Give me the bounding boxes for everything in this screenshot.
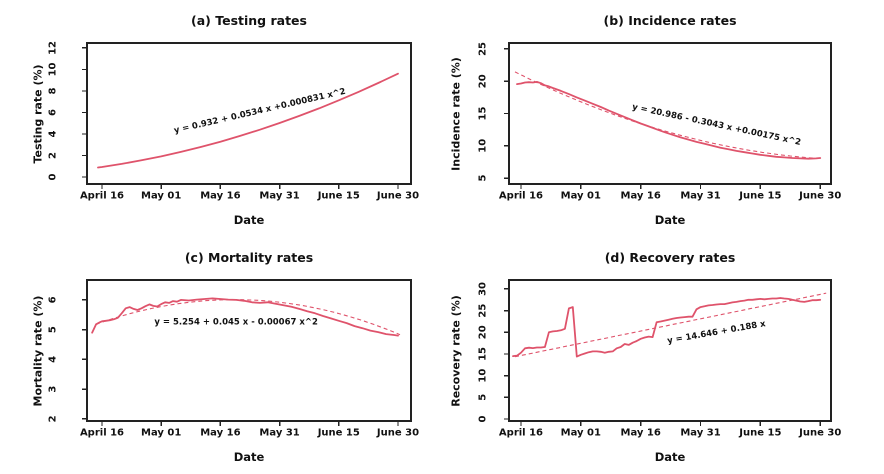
x-tick-label: June 15 [317, 428, 360, 439]
equation-label: y = 20.986 - 0.3043 x +0.00175 x^2 [631, 102, 802, 148]
y-tick-label: 12 [48, 41, 59, 55]
y-tick-label: 4 [48, 356, 59, 363]
y-tick-label: 15 [478, 107, 489, 121]
x-tick-label: April 16 [80, 191, 124, 202]
equation-label: y = 5.254 + 0.045 x - 0.00067 x^2 [154, 318, 318, 328]
fit-line [95, 299, 401, 336]
y-tick-label: 6 [48, 296, 59, 303]
y-tick-label: 6 [48, 109, 59, 116]
y-tick-label: 5 [478, 394, 489, 401]
x-axis-label: Date [233, 450, 265, 464]
observed-curve [516, 81, 822, 160]
x-tick-label: June 30 [376, 191, 419, 202]
x-tick-label: May 31 [680, 428, 720, 439]
x-tick-label: April 16 [499, 191, 543, 202]
observed-curve [97, 72, 399, 169]
panel-mortality-rates: (c) Mortality rates Mortality rate (%) D… [0, 237, 442, 474]
x-tick-label: June 15 [738, 428, 781, 439]
y-tick-label: 2 [48, 415, 59, 422]
x-tick-label: April 16 [499, 428, 543, 439]
y-tick-label: 10 [478, 139, 489, 153]
panel-recovery-rates: (d) Recovery rates Recovery rate (%) Dat… [442, 237, 884, 474]
y-tick-label: 0 [478, 415, 489, 422]
fit-line [514, 71, 819, 160]
panel-title: (b) Incidence rates [603, 13, 737, 28]
y-tick-label: 5 [478, 175, 489, 182]
x-tick-label: June 30 [798, 428, 841, 439]
plot-canvas-incidence: April 16 May 01 May 16 May 31 June 15 June 30… [478, 42, 842, 202]
panel-title: (c) Mortality rates [184, 250, 314, 265]
observed-curve [91, 297, 399, 337]
x-tick-label: May 16 [200, 428, 240, 439]
plot-canvas-mortality: April 16 May 01 May 16 May 31 June 15 June 30… [48, 279, 419, 439]
y-tick-label: 25 [478, 304, 489, 318]
x-tick-label: May 31 [259, 191, 299, 202]
x-tick-label: May 16 [200, 191, 240, 202]
y-tick-label: 20 [478, 325, 489, 339]
x-axis-label: Date [233, 213, 265, 227]
x-tick-label: May 01 [141, 428, 181, 439]
x-tick-label: May 01 [141, 191, 181, 202]
observed-curve [512, 297, 822, 358]
y-tick-label: 20 [478, 74, 489, 88]
y-tick-label: 4 [48, 130, 59, 137]
y-tick-label: 3 [48, 386, 59, 393]
y-tick-label: 2 [48, 152, 59, 159]
x-axis-label: Date [654, 213, 686, 227]
x-tick-label: May 16 [621, 191, 661, 202]
y-tick-label: 0 [48, 173, 59, 180]
panel-testing-rates: (a) Testing rates Testing rate (%) Date … [0, 0, 442, 237]
y-tick-label: 10 [478, 369, 489, 383]
fit-line [514, 292, 827, 358]
plot-box [86, 42, 412, 185]
plot-box [508, 279, 832, 422]
panel-title: (d) Recovery rates [604, 250, 736, 265]
y-tick-label: 15 [478, 347, 489, 361]
y-tick-label: 5 [48, 326, 59, 333]
y-tick-label: 10 [48, 62, 59, 76]
x-tick-label: April 16 [80, 428, 124, 439]
x-tick-label: May 01 [561, 428, 601, 439]
x-tick-label: June 30 [376, 428, 419, 439]
x-tick-label: May 01 [561, 191, 601, 202]
plot-canvas-testing: April 16 May 01 May 16 May 31 June 15 June 30… [48, 41, 420, 202]
x-tick-label: June 15 [738, 191, 781, 202]
panel-incidence-rates: (b) Incidence rates Incidence rate (%) D… [442, 0, 884, 237]
x-tick-label: June 30 [798, 191, 841, 202]
x-tick-label: May 31 [680, 191, 720, 202]
panel-title: (a) Testing rates [191, 13, 307, 28]
y-tick-label: 25 [478, 42, 489, 56]
plot-box [86, 279, 412, 422]
x-tick-label: May 16 [621, 428, 661, 439]
plot-canvas-recovery: April 16 May 01 May 16 May 31 June 15 June 30… [478, 279, 841, 439]
x-axis-label: Date [654, 450, 686, 464]
y-tick-label: 30 [478, 282, 489, 296]
equation-label: y = 0.932 + 0.0534 x +0.000831 x^2 [173, 87, 347, 136]
y-tick-label: 8 [48, 87, 59, 94]
x-tick-label: June 15 [317, 191, 360, 202]
x-tick-label: May 31 [259, 428, 299, 439]
